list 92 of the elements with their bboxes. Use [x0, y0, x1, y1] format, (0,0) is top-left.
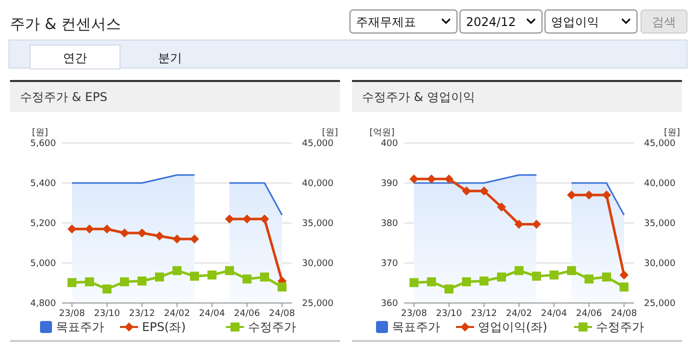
y-tick-label: 390	[380, 179, 398, 189]
point	[67, 278, 76, 288]
point	[514, 220, 524, 229]
point	[190, 234, 200, 244]
point	[172, 234, 182, 244]
point	[137, 276, 146, 286]
point	[154, 232, 164, 240]
text: 주재무제표	[356, 15, 416, 29]
point	[444, 284, 454, 294]
point	[260, 214, 270, 224]
y-tick-label: 5,000	[30, 259, 56, 269]
y2-tick-label: 45,000	[644, 139, 676, 149]
y2-tick-label: 45,000	[302, 139, 334, 149]
x-tick-label: 24/08	[611, 309, 638, 319]
point	[567, 266, 576, 276]
y2-tick-label: 40,000	[644, 179, 676, 189]
x-tick-label: 24/04	[199, 309, 226, 319]
x-tick-label: 24/06	[234, 309, 260, 319]
x-tick-label: 23/12	[129, 309, 155, 319]
point	[584, 274, 594, 284]
y-tick-label: 380	[380, 219, 398, 229]
legend-label: 수정주가	[248, 320, 296, 334]
point	[120, 277, 129, 286]
y2-axis-title: [원]	[664, 128, 680, 138]
point	[84, 277, 94, 286]
point	[278, 282, 287, 292]
x-tick-label: 23/12	[471, 309, 497, 319]
point	[208, 270, 217, 280]
legend-label: 목표주가	[56, 320, 104, 334]
y2-tick-label: 35,000	[302, 219, 334, 229]
chart-title: 수정주가 & 영업이익	[362, 90, 475, 104]
point	[225, 266, 234, 276]
text: 연간	[63, 51, 87, 65]
point	[620, 270, 629, 280]
y-tick-label: 5,600	[30, 139, 56, 149]
point	[409, 174, 418, 184]
chart-title: 수정주가 & EPS	[20, 90, 108, 104]
y2-tick-label: 30,000	[644, 259, 676, 269]
y2-tick-label: 40,000	[302, 179, 334, 189]
y-axis-title: [원]	[32, 128, 48, 138]
legend-label: 영업이익(좌)	[478, 320, 548, 334]
point	[154, 272, 164, 282]
point	[462, 186, 471, 196]
point	[260, 272, 270, 282]
legend-label: EPS(좌)	[142, 320, 186, 334]
y2-tick-label: 30,000	[302, 259, 334, 269]
point	[514, 266, 524, 276]
x-tick-label: 24/08	[269, 309, 296, 319]
y2-tick-label: 25,000	[644, 299, 676, 309]
point	[602, 190, 612, 200]
point	[172, 266, 182, 276]
x-tick-label: 24/06	[576, 309, 602, 319]
point	[496, 202, 506, 212]
x-tick-label: 23/08	[401, 309, 428, 319]
text: 검색	[652, 15, 676, 29]
x-tick-label: 24/02	[164, 309, 190, 319]
x-tick-label: 24/04	[541, 309, 568, 319]
point	[242, 274, 252, 284]
y-tick-label: 370	[380, 259, 398, 269]
y-tick-label: 400	[380, 139, 398, 149]
point	[426, 277, 436, 286]
point	[462, 277, 471, 286]
point	[532, 220, 542, 229]
point	[550, 270, 559, 280]
point	[620, 282, 629, 292]
point	[532, 272, 542, 281]
y2-tick-label: 35,000	[644, 219, 676, 229]
y2-axis-title: [원]	[322, 128, 338, 138]
y-tick-label: 5,200	[30, 219, 56, 229]
x-tick-label: 24/02	[506, 309, 532, 319]
point	[602, 272, 612, 282]
point	[67, 224, 76, 234]
y-tick-label: 4,800	[30, 299, 56, 309]
point	[496, 272, 506, 282]
point	[409, 278, 418, 288]
text: 주가 & 컨센서스	[10, 15, 122, 33]
x-tick-label: 23/08	[59, 309, 86, 319]
legend-label: 수정주가	[596, 320, 644, 334]
text: 영업이익	[551, 15, 599, 29]
x-tick-label: 23/10	[94, 309, 120, 319]
x-tick-label: 23/10	[436, 309, 462, 319]
text: 2024/12	[466, 15, 516, 29]
point	[479, 276, 488, 286]
point	[190, 272, 200, 281]
y-tick-label: 5,400	[30, 179, 56, 189]
text: 분기	[158, 51, 182, 65]
y2-tick-label: 25,000	[302, 299, 334, 309]
legend-label: 목표주가	[392, 320, 440, 334]
point	[120, 228, 129, 238]
y-tick-label: 360	[380, 299, 398, 309]
y-axis-title: [억원]	[369, 128, 395, 138]
point	[102, 284, 112, 294]
